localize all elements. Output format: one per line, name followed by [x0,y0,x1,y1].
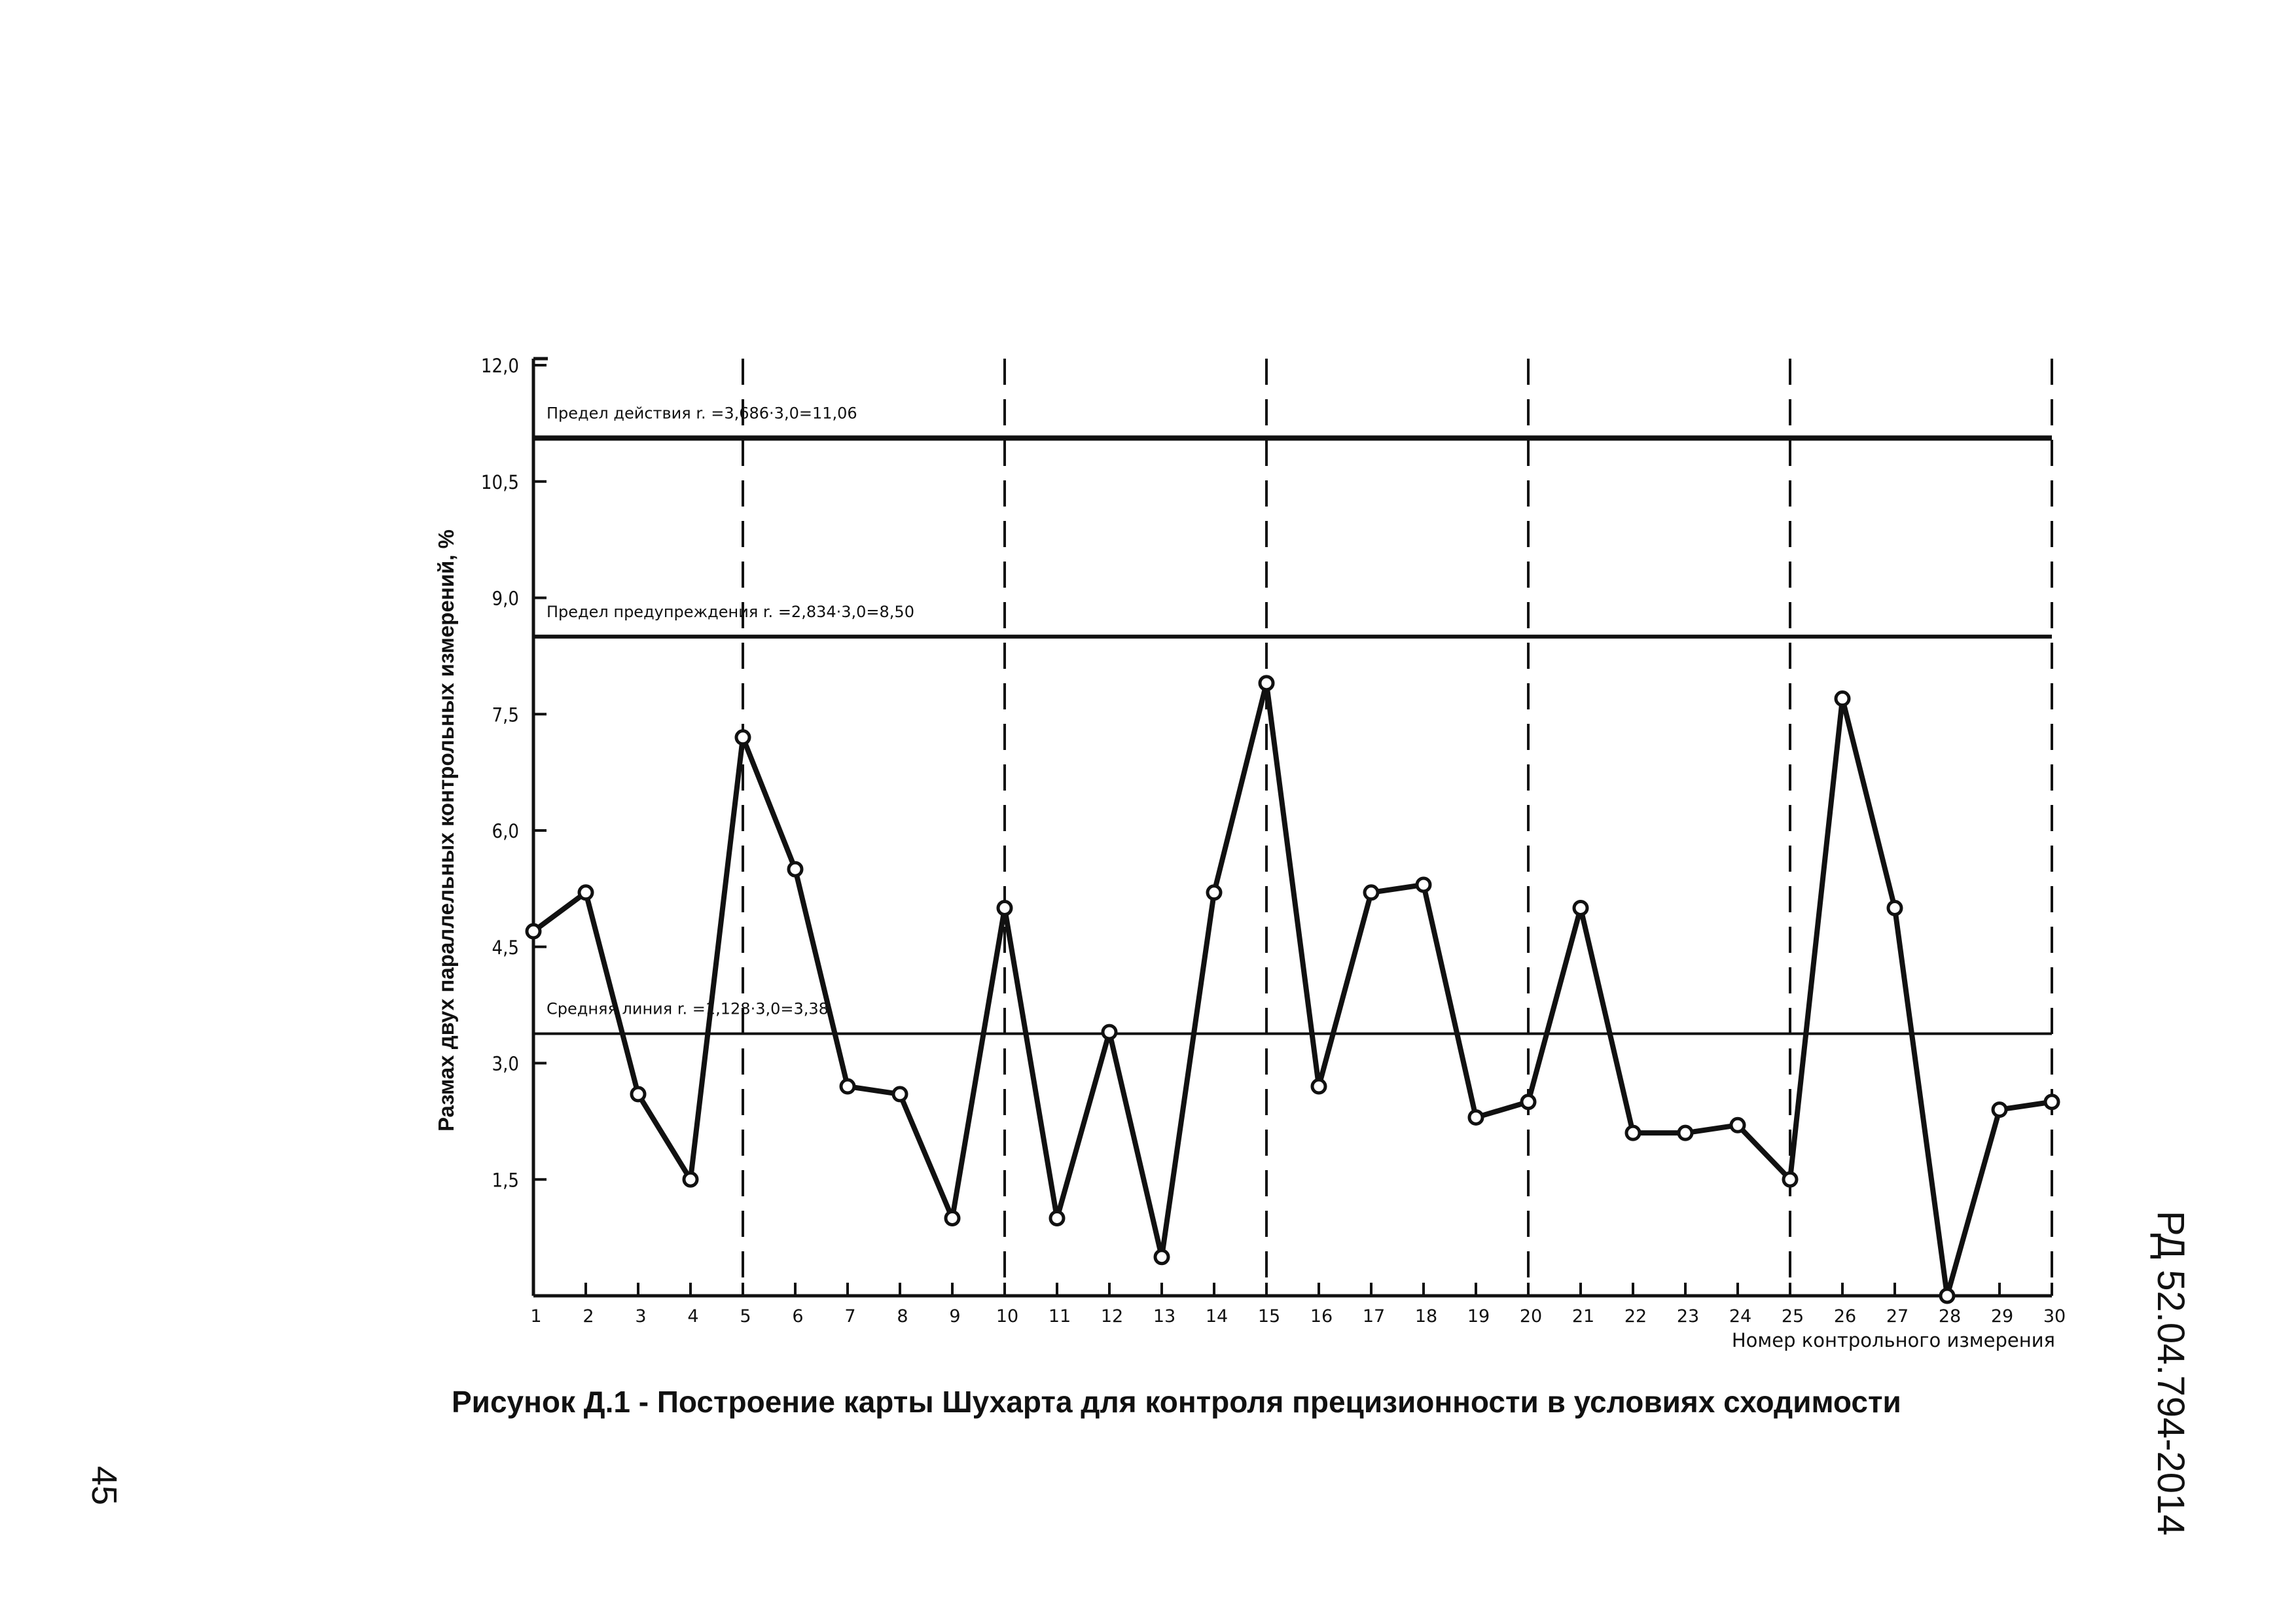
x-tick-label: 13 [1153,1306,1175,1327]
axes [531,357,2053,1298]
x-tick-label: 8 [897,1306,908,1327]
x-tick-label: 19 [1467,1306,1490,1327]
data-point [682,1171,699,1188]
data-point [734,729,751,746]
x-tick-label: 24 [1729,1306,1751,1327]
data-point [1101,1024,1118,1041]
x-tick-label: 17 [1363,1306,1385,1327]
reference-lines [533,435,2052,1035]
data-point [1572,900,1589,916]
x-tick-label: 16 [1310,1306,1333,1327]
x-tick-label: 2 [583,1306,594,1327]
data-point [944,1210,961,1226]
data-point [787,861,804,878]
data-point [1886,900,1903,916]
x-tick-label: 27 [1886,1306,1909,1327]
x-tick-label: 18 [1415,1306,1437,1327]
y-tick-label: 6,0 [492,820,519,842]
data-point [891,1086,908,1103]
x-tick-label: 11 [1049,1306,1071,1327]
x-tick-label: 10 [996,1306,1018,1327]
x-tick-label: 20 [1520,1306,1542,1327]
x-tick-label: 26 [1834,1306,1856,1327]
y-tick-label: 7,5 [492,704,519,726]
data-point [839,1078,856,1095]
y-axis-title: Размах двух параллельных контрольных изм… [434,529,458,1132]
data-point [630,1086,647,1103]
x-tick-label: 28 [1939,1306,1961,1327]
x-tick-label: 6 [792,1306,803,1327]
x-tick-label: 12 [1101,1306,1123,1327]
dashed-vertical-lines [742,359,2053,1296]
x-tick-label: 9 [949,1306,960,1327]
data-point [525,923,542,940]
data-point [1729,1116,1746,1133]
x-tick-label: 21 [1572,1306,1594,1327]
data-point [1363,884,1380,901]
data-point [1782,1171,1799,1188]
y-tick-label: 4,5 [492,936,519,959]
x-tick-label: 7 [844,1306,855,1327]
data-point [1624,1124,1641,1141]
x-tick-label: 29 [1991,1306,2013,1327]
data-point [1834,690,1851,707]
x-tick-label: 4 [687,1306,698,1327]
data-point [1467,1109,1484,1126]
y-tick-label: 1,5 [492,1169,519,1191]
reference-line-label: Предел предупреждения r. =2,834·3,0=8,50 [547,603,914,621]
y-tick-label: 3,0 [492,1053,519,1075]
x-tick-label: 25 [1782,1306,1804,1327]
data-point [1520,1094,1537,1111]
data-point [1991,1101,2008,1118]
x-tick-label: 14 [1206,1306,1228,1327]
data-point [1939,1287,1956,1304]
data-point [1415,876,1432,893]
x-tick-label: 30 [2043,1306,2066,1327]
figure-caption: Рисунок Д.1 - Построение карты Шухарта д… [452,1385,1901,1419]
reference-line-label: Предел действия r. =3,686·3,0=11,06 [547,404,857,422]
y-tick-label: 10,5 [481,471,519,493]
data-point [1310,1078,1327,1095]
x-tick-label: 23 [1677,1306,1699,1327]
page-number: 45 [84,1466,124,1506]
reference-line-label: Средняя линия r. =1,128·3,0=3,38 [547,999,829,1018]
y-tick-label: 9,0 [492,588,519,610]
x-tick-label: 3 [635,1306,646,1327]
series-line [531,680,2053,1298]
data-point [1677,1124,1694,1141]
x-tick-label: 1 [530,1306,541,1327]
data-point [1258,675,1275,692]
y-tick-label: 12,0 [481,355,519,377]
x-tick-label: 5 [740,1306,751,1327]
data-point [577,884,594,901]
data-point [1206,884,1223,901]
x-axis-title: Номер контрольного измерения [1732,1329,2055,1351]
chart-labels: 1,53,04,56,07,59,010,512,01 2 3 4 5 6 7 8 9 10 11 1… [434,355,2066,1351]
document-code: РД 52.04.794-2014 [2149,1211,2192,1536]
data-point [996,900,1013,916]
x-tick-label: 22 [1624,1306,1647,1327]
data-series [525,675,2060,1304]
data-point [1153,1249,1170,1266]
data-point [2043,1094,2060,1111]
x-tick-label: 15 [1258,1306,1280,1327]
data-point [1049,1210,1066,1226]
